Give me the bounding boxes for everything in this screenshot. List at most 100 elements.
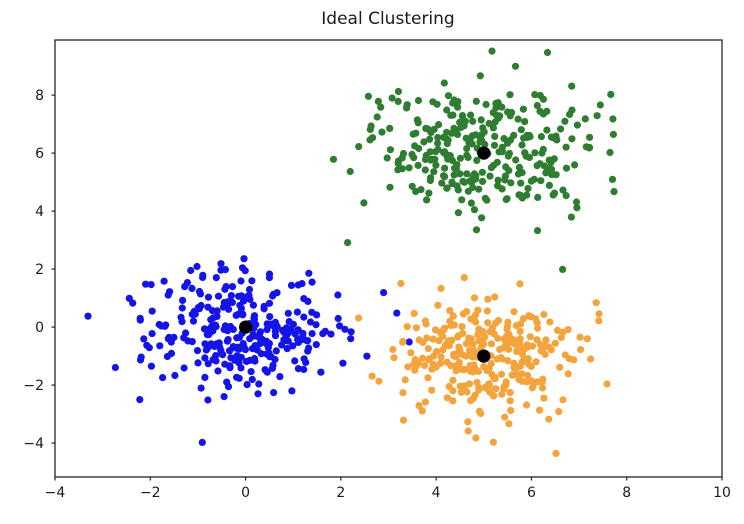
scatter-point — [299, 332, 307, 340]
scatter-point — [543, 48, 552, 57]
scatter-point — [488, 47, 496, 55]
scatter-point — [454, 209, 462, 217]
scatter-point — [505, 420, 513, 428]
scatter-point — [312, 341, 320, 349]
scatter-point — [197, 384, 205, 392]
scatter-point — [494, 316, 503, 325]
scatter-point — [443, 184, 451, 192]
scatter-point — [462, 352, 470, 360]
scatter-point — [523, 191, 531, 199]
scatter-point — [472, 226, 481, 234]
scatter-point — [478, 214, 486, 222]
scatter-point — [500, 135, 508, 143]
scatter-point — [293, 308, 301, 316]
scatter-point — [305, 269, 313, 277]
scatter-point — [415, 402, 423, 410]
chart-title: Ideal Clustering — [321, 9, 454, 29]
scatter-point — [551, 339, 559, 347]
scatter-point — [562, 192, 570, 200]
scatter-point — [408, 150, 416, 158]
scatter-point — [570, 356, 578, 364]
scatter-point — [489, 438, 497, 446]
scatter-point — [207, 316, 215, 324]
scatter-point — [491, 132, 499, 140]
y-tick-label: 4 — [35, 204, 44, 220]
scatter-point — [248, 277, 256, 285]
scatter-point — [452, 164, 460, 172]
scatter-point — [179, 296, 187, 304]
scatter-point — [585, 144, 593, 152]
scatter-point — [282, 332, 290, 340]
scatter-point — [217, 347, 225, 355]
x-tick-label: 0 — [241, 485, 250, 501]
scatter-point — [498, 355, 506, 363]
scatter-point — [533, 102, 541, 110]
scatter-point — [423, 196, 431, 204]
x-tick-label: 4 — [432, 485, 441, 501]
scatter-point — [237, 277, 245, 285]
scatter-point — [537, 177, 545, 185]
scatter-point — [491, 118, 499, 126]
scatter-point — [490, 392, 498, 400]
scatter-point — [386, 183, 394, 191]
scatter-point — [550, 189, 559, 197]
scatter-point — [269, 321, 277, 330]
scatter-point — [455, 343, 463, 351]
scatter-point — [399, 389, 407, 397]
scatter-point — [546, 318, 554, 326]
scatter-point — [243, 381, 251, 389]
scatter-point — [407, 349, 415, 357]
scatter-point — [465, 380, 474, 388]
scatter-point — [317, 368, 325, 376]
scatter-point — [608, 175, 617, 183]
scatter-point — [163, 352, 171, 361]
scatter-point — [194, 359, 202, 367]
scatter-point — [525, 312, 533, 320]
scatter-point — [531, 91, 539, 99]
scatter-point — [288, 387, 296, 395]
scatter-point — [224, 336, 232, 344]
scatter-point — [284, 309, 292, 317]
scatter-point — [254, 390, 262, 398]
scatter-point — [490, 161, 498, 169]
scatter-point — [287, 325, 295, 333]
scatter-point — [441, 164, 449, 172]
scatter-point — [321, 327, 329, 335]
scatter-point — [506, 338, 515, 346]
scatter-point — [465, 138, 473, 146]
scatter-point — [447, 321, 455, 330]
scatter-point — [399, 416, 408, 424]
scatter-point — [562, 143, 570, 151]
scatter-point — [607, 90, 615, 98]
scatter-point — [386, 146, 394, 154]
scatter-point — [148, 307, 156, 315]
scatter-point — [536, 406, 544, 414]
x-tick-label: −4 — [45, 485, 66, 501]
scatter-point — [201, 373, 209, 381]
scatter-point — [503, 325, 511, 333]
scatter-point — [405, 338, 413, 346]
scatter-point — [461, 117, 469, 125]
scatter-point — [414, 161, 422, 169]
scatter-point — [533, 227, 542, 235]
scatter-point — [413, 116, 421, 124]
scatter-point — [434, 139, 442, 147]
scatter-point — [557, 125, 565, 133]
scatter-point — [581, 115, 589, 123]
scatter-point — [504, 318, 512, 326]
scatter-point — [426, 135, 434, 143]
scatter-point — [454, 332, 463, 340]
scatter-point — [507, 406, 515, 414]
scatter-point — [196, 290, 205, 298]
scatter-point — [531, 149, 539, 157]
scatter-point — [265, 339, 273, 348]
scatter-point — [463, 145, 471, 153]
scatter-point — [266, 313, 274, 321]
scatter-point — [562, 164, 571, 172]
scatter-point — [214, 292, 223, 300]
scatter-point — [188, 284, 196, 292]
scatter-point — [242, 357, 251, 366]
scatter-point — [380, 289, 388, 297]
scatter-point — [236, 301, 244, 309]
